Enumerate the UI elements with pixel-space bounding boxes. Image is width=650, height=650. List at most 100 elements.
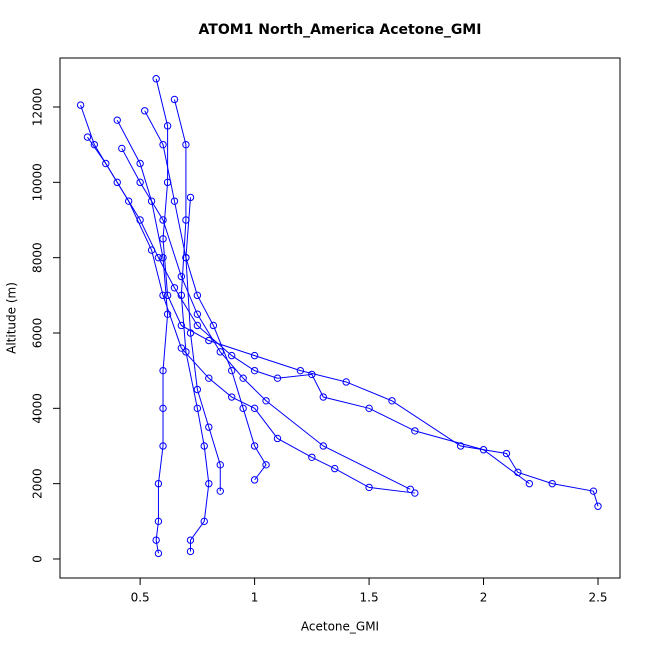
profile-line [155, 78, 599, 507]
data-point [154, 479, 163, 488]
data-point [159, 140, 167, 149]
y-tick-label: 8000 [31, 242, 45, 273]
data-point [182, 253, 190, 262]
profile-line [144, 110, 221, 492]
data-point [205, 374, 213, 382]
data-point [200, 442, 208, 450]
data-point [154, 253, 163, 262]
data-point [113, 178, 121, 187]
data-point [262, 461, 270, 469]
y-axis-label: Altitude (m) [5, 282, 19, 354]
data-point [152, 75, 160, 83]
data-point [147, 246, 156, 254]
data-point [193, 321, 202, 330]
data-point [548, 479, 556, 488]
y-tick-label: 12000 [31, 88, 45, 126]
data-point [205, 479, 213, 488]
data-point [200, 517, 208, 526]
data-point [239, 374, 247, 382]
data-point [388, 397, 396, 405]
data-point [159, 253, 167, 262]
data-point [250, 366, 259, 375]
data-point [365, 483, 373, 492]
y-tick-label: 0 [31, 555, 45, 563]
y-tick-label: 6000 [31, 318, 45, 349]
data-point [83, 133, 92, 141]
data-point [308, 453, 316, 461]
x-tick-label: 0.5 [131, 591, 150, 605]
data-point [296, 366, 305, 375]
data-point [177, 344, 186, 352]
data-point [193, 404, 202, 413]
data-point [216, 461, 224, 469]
data-point [456, 442, 465, 450]
data-point [411, 427, 419, 435]
data-point [182, 140, 190, 149]
data-point [209, 321, 218, 330]
data-point [159, 404, 167, 413]
x-tick-label: 1.5 [360, 591, 379, 605]
data-point [163, 310, 172, 318]
data-point [216, 487, 224, 495]
data-point [331, 464, 339, 473]
x-tick-label: 1 [251, 591, 259, 605]
y-tick-label: 4000 [31, 393, 45, 424]
data-point [479, 446, 488, 454]
data-point [124, 197, 133, 205]
data-point [228, 366, 236, 375]
data-point [177, 291, 186, 300]
data-point [170, 284, 179, 292]
data-point [177, 272, 186, 281]
data-point [273, 434, 282, 443]
data-point [159, 216, 167, 224]
data-point [502, 449, 511, 458]
data-point [186, 536, 195, 544]
data-point [250, 442, 259, 450]
data-point [136, 216, 144, 224]
data-point [159, 442, 167, 450]
data-point [216, 348, 224, 356]
data-point [308, 370, 316, 379]
plot-frame [59, 57, 621, 579]
y-tick-label: 2000 [31, 468, 45, 499]
data-point [193, 385, 202, 394]
data-point [159, 235, 167, 243]
data-point [228, 351, 236, 360]
data-point [76, 101, 85, 109]
data-point [193, 291, 202, 300]
data-point [411, 489, 419, 497]
data-point [182, 348, 190, 356]
profile-line [121, 148, 411, 490]
data-point [273, 374, 282, 382]
data-point [154, 549, 163, 558]
chart-title: ATOM1 North_America Acetone_GMI [199, 22, 482, 38]
data-point [589, 487, 598, 495]
data-point [159, 366, 167, 375]
data-point [193, 310, 202, 318]
data-point [342, 378, 350, 386]
data-point [205, 423, 213, 431]
data-point [177, 321, 186, 330]
x-tick-label: 2 [480, 591, 488, 605]
data-point [163, 291, 172, 300]
data-point [186, 193, 195, 202]
data-point [250, 404, 259, 413]
data-point [250, 476, 259, 484]
profile-line [87, 136, 415, 494]
data-point [170, 197, 179, 205]
data-point [594, 502, 602, 510]
x-tick-label: 2.5 [588, 591, 607, 605]
data-point [118, 144, 126, 153]
data-point [205, 336, 213, 345]
data-point [525, 479, 534, 488]
data-point [186, 329, 195, 337]
data-point [163, 122, 172, 130]
data-point [319, 442, 327, 450]
data-point [170, 95, 179, 104]
profile-line [173, 99, 210, 552]
data-point [239, 404, 247, 413]
y-tick-label: 10000 [31, 163, 45, 201]
